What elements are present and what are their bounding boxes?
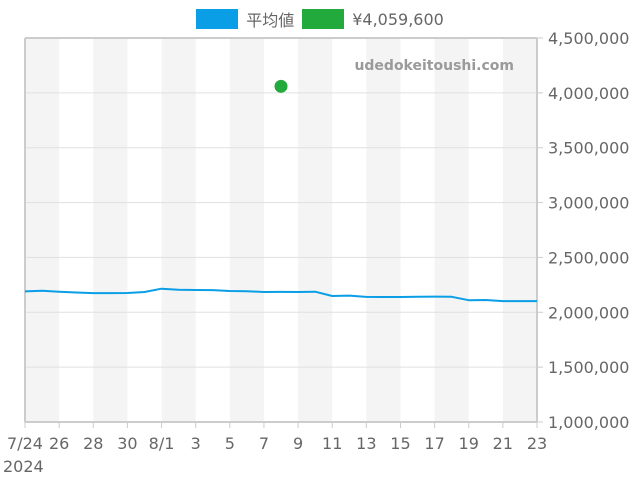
legend-item-average[interactable]: 平均値 bbox=[196, 7, 294, 31]
grid-band bbox=[366, 38, 401, 422]
axes bbox=[24, 37, 538, 423]
y-tick-label: 1,000,000 bbox=[548, 413, 629, 432]
x-tick-label: 8/1 bbox=[149, 434, 175, 453]
x-tick-label: 13 bbox=[356, 434, 376, 453]
legend-swatch-price bbox=[302, 9, 345, 29]
grid-band bbox=[502, 38, 537, 422]
series-lines bbox=[24, 79, 537, 303]
price-point[interactable] bbox=[274, 79, 288, 93]
x-tick-label: 28 bbox=[83, 434, 103, 453]
y-tick-label: 4,000,000 bbox=[548, 84, 629, 103]
grid-band bbox=[161, 38, 196, 422]
x-tick-label: 11 bbox=[322, 434, 342, 453]
y-tick-label: 2,500,000 bbox=[548, 248, 629, 267]
x-tick-label: 19 bbox=[459, 434, 479, 453]
x-tick-label: 9 bbox=[293, 434, 303, 453]
x-tick-label: 3 bbox=[191, 434, 201, 453]
y-tick-label: 3,000,000 bbox=[548, 194, 629, 213]
x-tick-label: 26 bbox=[49, 434, 69, 453]
grid-band bbox=[93, 38, 128, 422]
x-axis-ticks: 7/24 26 28 30 8/1 3 5 7 9 11 13 15 17 19 21 23 bbox=[7, 422, 547, 453]
average-price-line bbox=[24, 287, 537, 303]
chart-legend: 平均値 ¥4,059,600 bbox=[0, 8, 640, 30]
x-axis-year-label: 2024 bbox=[3, 457, 44, 476]
x-tick-label: 21 bbox=[493, 434, 513, 453]
grid-band bbox=[434, 38, 469, 422]
grid-band bbox=[229, 38, 264, 422]
legend-label-price: ¥4,059,600 bbox=[352, 9, 444, 29]
y-axis-ticks: 1,000,000 1,500,000 2,000,000 2,500,000 3,00… bbox=[537, 29, 629, 432]
y-tick-label: 2,000,000 bbox=[548, 303, 629, 322]
legend-item-price[interactable]: ¥4,059,600 bbox=[302, 9, 444, 29]
x-tick-label: 7/24 bbox=[7, 434, 43, 453]
x-tick-label: 7 bbox=[259, 434, 269, 453]
x-tick-label: 23 bbox=[527, 434, 547, 453]
legend-label-average: 平均値 bbox=[246, 11, 295, 30]
y-tick-label: 4,500,000 bbox=[548, 29, 629, 48]
y-tick-label: 3,500,000 bbox=[548, 139, 629, 158]
grid-band bbox=[25, 38, 60, 422]
grid-band bbox=[298, 38, 333, 422]
legend-swatch-average bbox=[196, 9, 239, 29]
x-tick-label: 30 bbox=[117, 434, 137, 453]
y-tick-label: 1,500,000 bbox=[548, 358, 629, 377]
weekend-bands bbox=[25, 38, 537, 422]
x-tick-label: 17 bbox=[424, 434, 444, 453]
watermark: udedokeitoushi.com bbox=[354, 58, 514, 74]
x-tick-label: 5 bbox=[225, 434, 235, 453]
x-tick-label: 15 bbox=[390, 434, 410, 453]
